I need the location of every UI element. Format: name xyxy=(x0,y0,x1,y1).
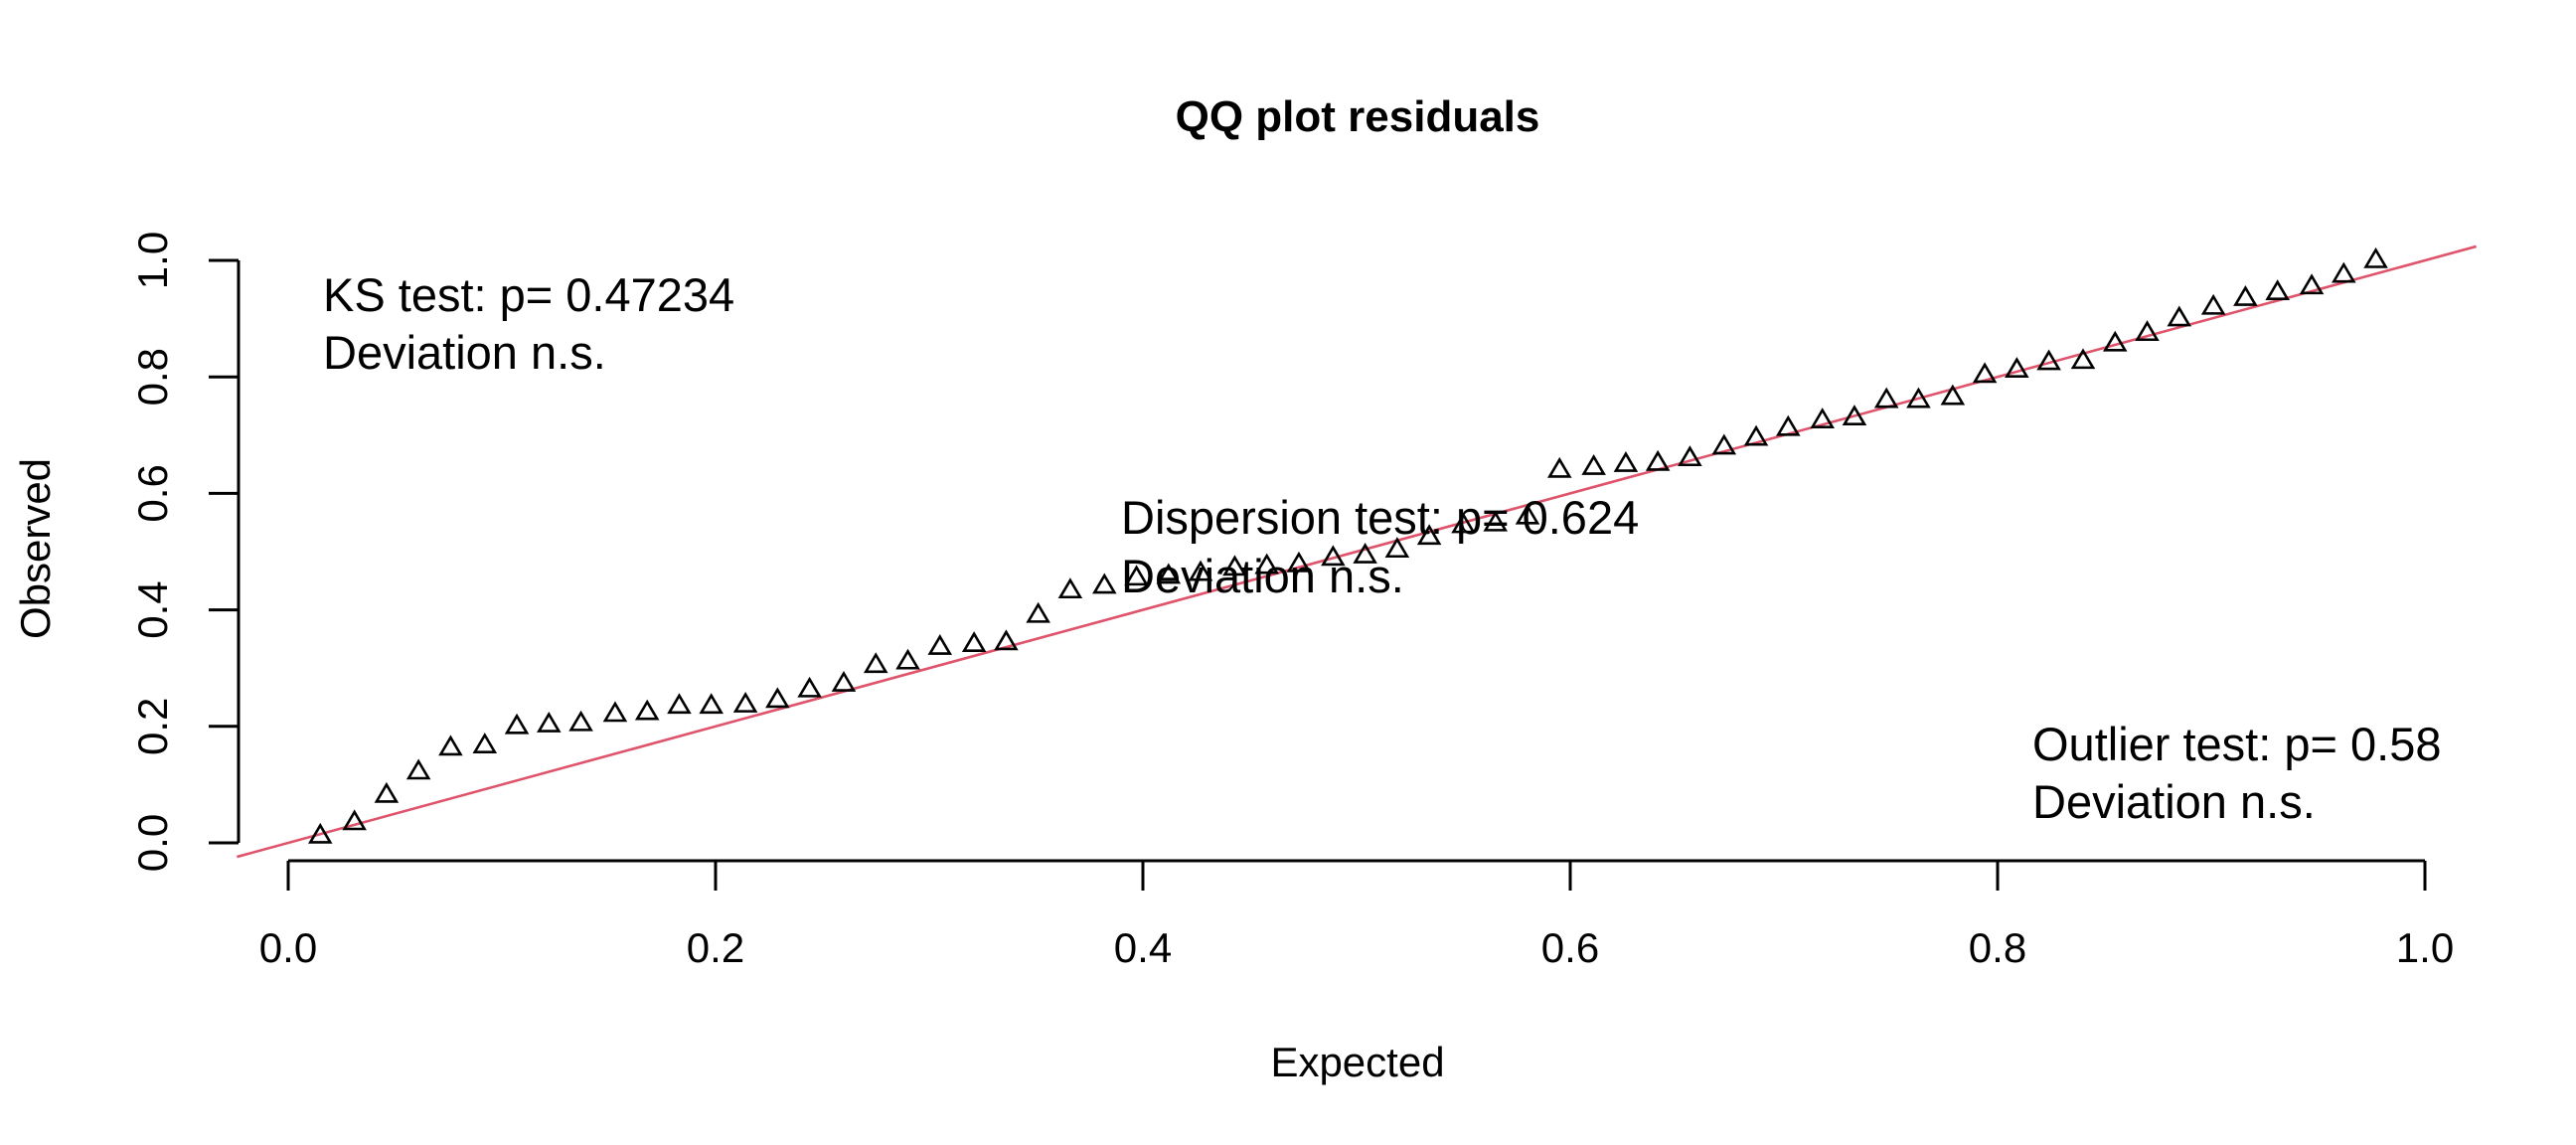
x-tick-label: 0.4 xyxy=(1114,924,1172,971)
dispersion-test-line-2: Deviation n.s. xyxy=(1121,550,1404,602)
data-point xyxy=(438,735,463,756)
data-point xyxy=(831,670,857,692)
y-tick-label: 0.4 xyxy=(129,580,176,638)
ks-test-line-2: Deviation n.s. xyxy=(323,326,606,379)
data-point xyxy=(634,699,660,721)
data-point xyxy=(374,781,400,803)
data-point xyxy=(2200,293,2226,315)
data-point xyxy=(504,713,530,735)
data-point xyxy=(1906,387,1931,409)
data-point xyxy=(667,693,692,715)
data-point xyxy=(1515,503,1540,525)
data-point xyxy=(2233,285,2258,306)
data-point xyxy=(2265,279,2290,301)
y-axis-ticks: 0.0 0.2 0.4 0.6 0.8 1.0 xyxy=(129,232,239,872)
data-point xyxy=(1026,601,1050,623)
data-point xyxy=(1776,414,1801,436)
data-point xyxy=(1546,456,1572,478)
data-point xyxy=(699,693,724,715)
data-point xyxy=(1092,572,1117,594)
data-point xyxy=(472,733,498,753)
data-point xyxy=(1972,362,1998,384)
data-point xyxy=(1416,524,1442,546)
data-point xyxy=(1321,545,1346,567)
data-point xyxy=(1188,560,1213,581)
reference-line xyxy=(237,245,2477,859)
data-point xyxy=(537,711,562,733)
data-point xyxy=(405,758,431,780)
x-tick-label: 0.6 xyxy=(1541,924,1599,971)
x-axis-ticks: 0.0 0.2 0.4 0.6 0.8 1.0 xyxy=(259,861,2454,971)
y-tick-label: 0.2 xyxy=(129,698,176,755)
data-point xyxy=(1743,424,1769,446)
x-tick-label: 0.2 xyxy=(687,924,744,971)
data-point xyxy=(1581,453,1606,475)
data-point xyxy=(2332,261,2356,283)
dispersion-test-line-1: Dispersion test: p= 0.624 xyxy=(1121,491,1639,544)
data-point xyxy=(1678,445,1702,467)
data-point xyxy=(2070,348,2096,370)
data-point xyxy=(797,676,822,698)
data-point xyxy=(2135,320,2160,342)
data-point xyxy=(1156,563,1182,584)
chart-title: QQ plot residuals xyxy=(1176,92,1540,141)
data-point xyxy=(1384,537,1410,559)
y-tick-label: 0.0 xyxy=(129,814,176,872)
data-point xyxy=(961,631,987,652)
data-point xyxy=(1842,405,1867,426)
y-tick-label: 1.0 xyxy=(129,232,176,289)
data-point xyxy=(568,710,593,732)
ks-test-line-1: KS test: p= 0.47234 xyxy=(323,268,734,321)
data-point xyxy=(2036,349,2061,371)
data-point xyxy=(2299,273,2325,295)
data-point xyxy=(2005,357,2029,378)
data-point xyxy=(863,652,888,674)
data-point xyxy=(1810,408,1835,428)
data-point xyxy=(2167,305,2192,327)
outlier-test-line-1: Outlier test: p= 0.58 xyxy=(2032,718,2441,770)
data-point xyxy=(1222,555,1247,576)
data-point xyxy=(1711,433,1737,455)
data-point xyxy=(1254,553,1279,574)
data-point xyxy=(2102,330,2128,352)
data-points xyxy=(307,246,2388,844)
data-point xyxy=(1483,510,1509,532)
data-point xyxy=(1124,565,1149,586)
y-tick-label: 0.8 xyxy=(129,348,176,406)
ks-test-annotation: KS test: p= 0.47234 Deviation n.s. xyxy=(323,268,734,379)
data-point xyxy=(307,822,333,844)
x-axis-label: Expected xyxy=(1270,1039,1444,1085)
data-point xyxy=(1613,451,1639,472)
x-tick-label: 1.0 xyxy=(2396,924,2454,971)
data-point xyxy=(342,809,367,831)
data-point xyxy=(1645,449,1671,471)
dispersion-test-annotation: Dispersion test: p= 0.624 Deviation n.s. xyxy=(1121,491,1639,602)
data-point xyxy=(1057,577,1083,599)
data-point xyxy=(1451,512,1476,534)
data-point xyxy=(927,634,953,655)
data-point xyxy=(732,692,758,713)
data-point xyxy=(1353,543,1377,564)
x-tick-label: 0.0 xyxy=(259,924,317,971)
outlier-test-annotation: Outlier test: p= 0.58 Deviation n.s. xyxy=(2032,718,2441,828)
data-point xyxy=(1873,387,1899,409)
y-tick-label: 0.6 xyxy=(129,464,176,522)
data-point xyxy=(994,629,1019,651)
y-axis-label: Observed xyxy=(12,458,59,639)
data-point xyxy=(895,648,920,670)
data-point xyxy=(1940,384,1966,406)
data-point xyxy=(602,701,628,723)
data-point xyxy=(1286,551,1312,572)
x-tick-label: 0.8 xyxy=(1969,924,2026,971)
data-point xyxy=(765,687,790,709)
data-point xyxy=(2363,246,2388,268)
outlier-test-line-2: Deviation n.s. xyxy=(2032,775,2316,828)
